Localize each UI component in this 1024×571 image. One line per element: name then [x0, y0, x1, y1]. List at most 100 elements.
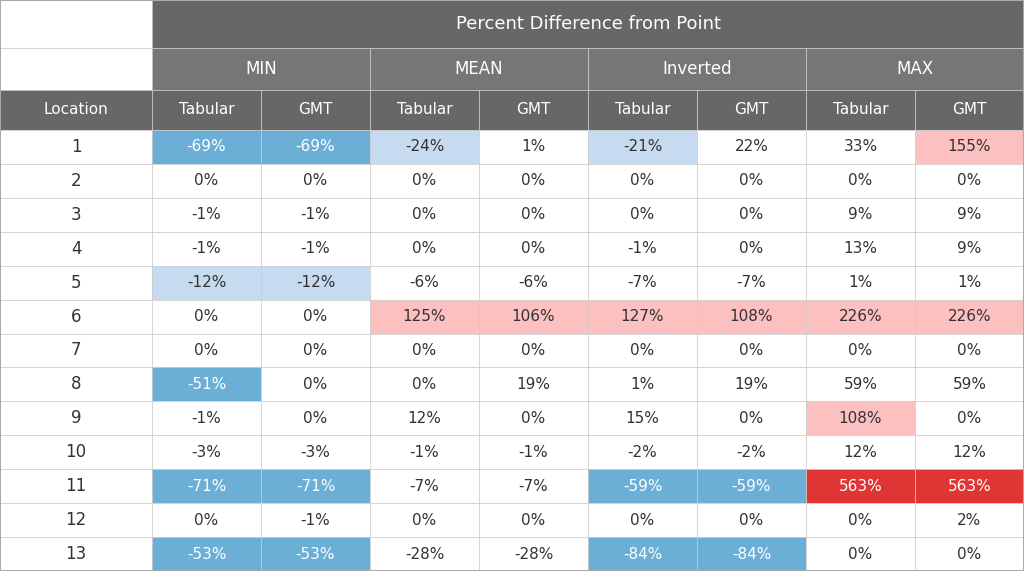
Bar — [370, 164, 479, 198]
Bar — [806, 232, 915, 266]
Text: 226%: 226% — [839, 309, 883, 324]
Bar — [0, 198, 152, 232]
Bar — [261, 232, 370, 266]
Text: 9%: 9% — [848, 207, 872, 222]
Text: 226%: 226% — [947, 309, 991, 324]
Text: 0%: 0% — [195, 513, 219, 528]
Bar — [0, 90, 152, 130]
Bar — [479, 435, 588, 469]
Text: -1%: -1% — [301, 241, 331, 256]
Text: -1%: -1% — [628, 241, 657, 256]
Bar — [915, 164, 1024, 198]
Bar — [588, 300, 697, 333]
Bar — [0, 537, 152, 571]
Text: 8: 8 — [71, 375, 81, 393]
Bar — [0, 401, 152, 435]
Bar — [479, 198, 588, 232]
Bar — [479, 300, 588, 333]
Bar — [370, 266, 479, 300]
Text: 0%: 0% — [521, 241, 546, 256]
Text: -21%: -21% — [623, 139, 663, 155]
Text: 0%: 0% — [521, 343, 546, 358]
Bar — [697, 232, 806, 266]
Text: 1%: 1% — [631, 377, 654, 392]
Bar — [152, 435, 261, 469]
Bar — [370, 368, 479, 401]
Text: -7%: -7% — [628, 275, 657, 290]
Bar — [152, 368, 261, 401]
Bar — [588, 333, 697, 368]
Bar — [479, 164, 588, 198]
Text: 0%: 0% — [303, 377, 328, 392]
Bar — [0, 0, 152, 48]
Bar — [152, 164, 261, 198]
Bar — [697, 130, 806, 164]
Bar — [915, 368, 1024, 401]
Text: 7: 7 — [71, 341, 81, 360]
Text: 59%: 59% — [844, 377, 878, 392]
Bar — [588, 266, 697, 300]
Text: 0%: 0% — [739, 343, 764, 358]
Bar — [0, 266, 152, 300]
Text: 2%: 2% — [957, 513, 982, 528]
Bar — [261, 198, 370, 232]
Bar — [370, 48, 588, 90]
Text: 5: 5 — [71, 274, 81, 292]
Text: 1%: 1% — [848, 275, 872, 290]
Bar — [152, 130, 261, 164]
Bar — [261, 266, 370, 300]
Bar — [915, 435, 1024, 469]
Bar — [806, 300, 915, 333]
Text: 563%: 563% — [839, 478, 883, 494]
Text: Tabular: Tabular — [614, 103, 671, 118]
Bar — [370, 503, 479, 537]
Bar — [152, 232, 261, 266]
Text: 22%: 22% — [734, 139, 768, 155]
Bar — [806, 266, 915, 300]
Bar — [152, 333, 261, 368]
Text: -7%: -7% — [518, 478, 549, 494]
Bar — [479, 333, 588, 368]
Bar — [697, 503, 806, 537]
Text: 108%: 108% — [730, 309, 773, 324]
Text: MAX: MAX — [896, 60, 934, 78]
Text: -59%: -59% — [623, 478, 663, 494]
Bar — [915, 90, 1024, 130]
Bar — [370, 90, 479, 130]
Bar — [479, 368, 588, 401]
Text: 0%: 0% — [631, 343, 654, 358]
Text: GMT: GMT — [516, 103, 551, 118]
Bar — [370, 401, 479, 435]
Text: -84%: -84% — [623, 546, 663, 561]
Text: 0%: 0% — [848, 343, 872, 358]
Bar — [370, 130, 479, 164]
Text: 0%: 0% — [195, 343, 219, 358]
Text: 33%: 33% — [844, 139, 878, 155]
Text: -3%: -3% — [191, 445, 221, 460]
Bar — [915, 333, 1024, 368]
Text: Tabular: Tabular — [178, 103, 234, 118]
Text: -12%: -12% — [186, 275, 226, 290]
Text: 0%: 0% — [413, 207, 436, 222]
Text: 0%: 0% — [739, 241, 764, 256]
Bar — [370, 537, 479, 571]
Bar — [370, 469, 479, 503]
Text: 0%: 0% — [413, 241, 436, 256]
Text: 0%: 0% — [957, 546, 982, 561]
Text: -69%: -69% — [186, 139, 226, 155]
Text: 0%: 0% — [739, 513, 764, 528]
Text: 0%: 0% — [303, 411, 328, 426]
Bar — [588, 198, 697, 232]
Bar — [806, 435, 915, 469]
Text: Percent Difference from Point: Percent Difference from Point — [456, 15, 721, 33]
Bar — [152, 469, 261, 503]
Text: 12%: 12% — [408, 411, 441, 426]
Text: 3: 3 — [71, 206, 81, 224]
Text: 13%: 13% — [844, 241, 878, 256]
Text: 13: 13 — [66, 545, 87, 563]
Bar — [697, 401, 806, 435]
Text: 0%: 0% — [631, 174, 654, 188]
Bar — [588, 503, 697, 537]
Text: 4: 4 — [71, 240, 81, 258]
Bar — [152, 537, 261, 571]
